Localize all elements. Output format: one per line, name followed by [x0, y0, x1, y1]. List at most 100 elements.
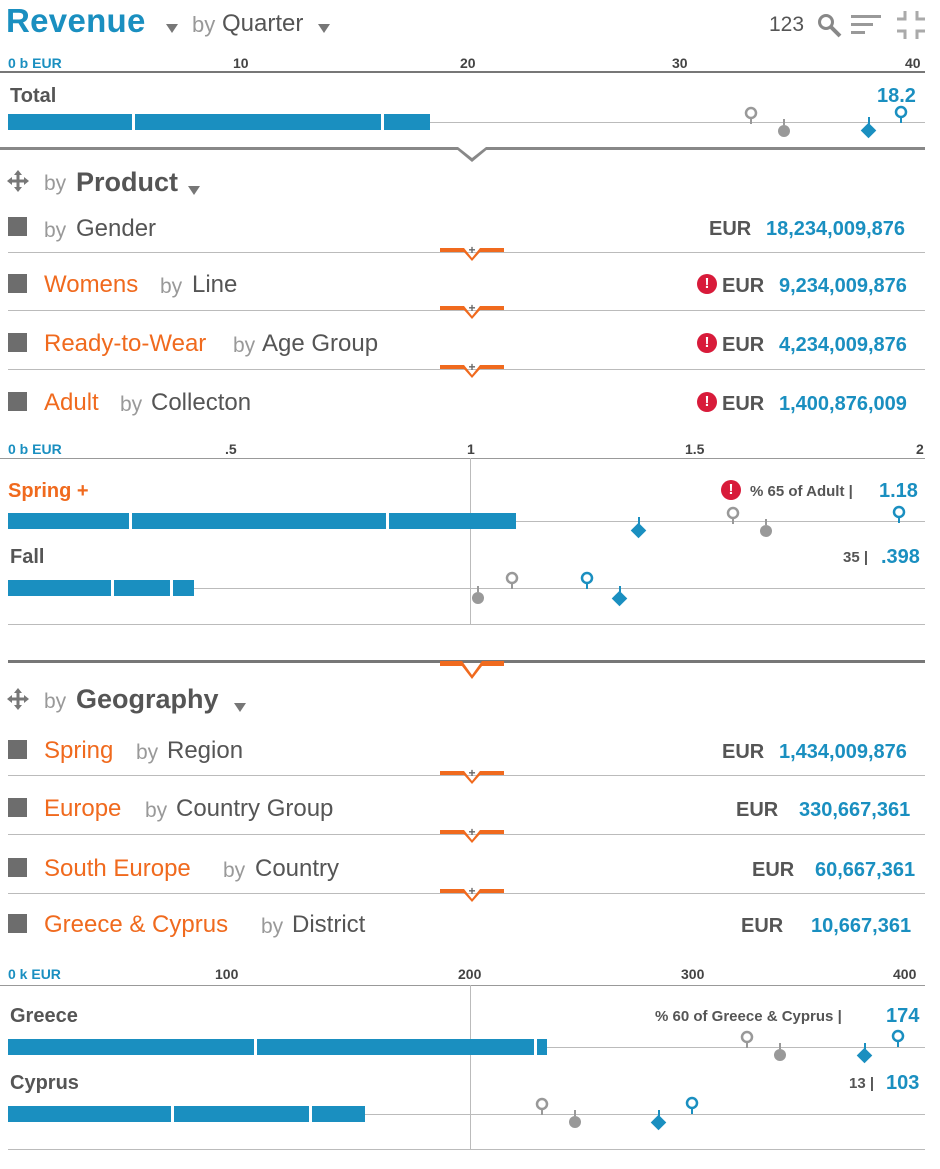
row-by-label: by	[145, 799, 168, 822]
plus-icon[interactable]: +	[440, 361, 504, 379]
item-value: 1.18	[879, 480, 918, 502]
bar-segment-divider	[170, 580, 173, 596]
item-value: 174	[886, 1005, 920, 1027]
target-marker	[894, 105, 908, 123]
row-dimension[interactable]: Country Group	[176, 795, 334, 822]
row-name[interactable]: South Europe	[44, 855, 191, 882]
bar-segment-divider	[132, 114, 135, 130]
row-dimension[interactable]: District	[292, 911, 366, 938]
move-arrows-icon[interactable]	[7, 170, 29, 192]
row-color-swatch	[8, 740, 27, 759]
total-markers	[744, 105, 908, 139]
row-by-label: by	[223, 859, 246, 882]
dimension-dropdown-caret[interactable]	[318, 20, 330, 38]
plus-icon[interactable]: +	[440, 885, 504, 903]
total-label: Total	[10, 85, 57, 107]
item-markers	[740, 1029, 905, 1064]
prior-actual-marker	[774, 1043, 786, 1061]
axis-tick-label: 300	[681, 966, 705, 982]
plus-icon[interactable]: +	[440, 767, 504, 785]
item-end-line	[8, 1149, 925, 1150]
collapse-icon[interactable]	[897, 11, 925, 39]
item-label[interactable]: Spring +	[8, 480, 89, 502]
plus-icon[interactable]: +	[440, 302, 504, 320]
plus-icon[interactable]: +	[440, 244, 504, 262]
page-title[interactable]: Revenue	[6, 2, 146, 39]
sort-lines-icon[interactable]	[851, 13, 883, 39]
axis-tick-label: .5	[225, 441, 237, 457]
target-marker	[892, 505, 906, 523]
title-dropdown-caret[interactable]	[166, 20, 178, 38]
axis-reference-line	[470, 458, 471, 624]
item-bar[interactable]	[8, 1039, 547, 1055]
row-value: 330,667,361	[799, 799, 911, 821]
row-name[interactable]: Adult	[44, 389, 99, 416]
item-label[interactable]: Fall	[10, 546, 45, 568]
bar-segment-divider	[129, 513, 132, 529]
bar-segment-divider	[111, 580, 114, 596]
total-bar[interactable]	[8, 114, 430, 130]
section-by-label: by	[44, 690, 67, 713]
bar-segment-divider	[309, 1106, 312, 1122]
total-value: 18.2	[877, 85, 916, 107]
row-name[interactable]: Greece & Cyprus	[44, 911, 229, 938]
axis-line	[0, 985, 925, 986]
bar-segment-divider	[254, 1039, 257, 1055]
item-bar[interactable]	[8, 580, 194, 596]
prior-actual-marker	[778, 119, 790, 137]
row-dimension[interactable]: Line	[192, 271, 238, 298]
row-value: 1,400,876,009	[779, 393, 907, 415]
magnifier-icon[interactable]	[817, 13, 843, 39]
item-value: 103	[886, 1072, 920, 1094]
axis-tick-label: 1	[467, 441, 475, 457]
row-name[interactable]: Europe	[44, 795, 122, 822]
chevron-down-icon[interactable]	[454, 147, 490, 165]
row-dimension[interactable]: Gender	[76, 215, 157, 242]
row-currency: EUR	[722, 275, 765, 297]
section-title-product[interactable]: Product	[76, 167, 179, 197]
exclamation-icon[interactable]: !	[697, 392, 717, 412]
forecast-marker	[611, 586, 628, 607]
exclamation-icon[interactable]: !	[697, 333, 717, 353]
item-value: .398	[881, 546, 920, 568]
number-format-toggle[interactable]: 123	[769, 13, 805, 36]
plus-icon[interactable]: +	[440, 826, 504, 844]
item-label[interactable]: Greece	[10, 1005, 78, 1027]
target-marker	[685, 1096, 699, 1114]
row-value: 9,234,009,876	[779, 275, 907, 297]
row-value: 4,234,009,876	[779, 334, 907, 356]
row-dimension[interactable]: Country	[255, 855, 340, 882]
row-dimension[interactable]: Region	[167, 737, 244, 764]
row-color-swatch	[8, 333, 27, 352]
section-title-geography[interactable]: Geography	[76, 684, 219, 714]
axis-tick-label: 100	[215, 966, 239, 982]
item-markers	[630, 505, 906, 539]
item-bar[interactable]	[8, 1106, 365, 1122]
product-dropdown-caret[interactable]	[188, 182, 200, 200]
row-by-label: by	[160, 275, 183, 298]
forecast-marker	[650, 1110, 667, 1131]
row-dimension[interactable]: Age Group	[262, 330, 379, 357]
axis-tick-label: 200	[458, 966, 482, 982]
exclamation-icon[interactable]: !	[721, 480, 741, 500]
item-bar[interactable]	[8, 513, 516, 529]
row-name[interactable]: Womens	[44, 271, 139, 298]
bar-segment-divider	[381, 114, 384, 130]
row-color-swatch	[8, 798, 27, 817]
geography-dropdown-caret[interactable]	[234, 699, 246, 717]
chevron-down-icon[interactable]	[440, 659, 504, 679]
row-name[interactable]: Spring	[44, 737, 114, 764]
row-color-swatch	[8, 274, 27, 293]
row-name[interactable]: Ready-to-Wear	[44, 330, 207, 357]
axis-line	[0, 458, 925, 459]
exclamation-icon[interactable]: !	[697, 274, 717, 294]
axis-tick-label: 40	[905, 55, 921, 71]
svg-text:+: +	[468, 885, 475, 898]
dimension-selector[interactable]: Quarter	[222, 10, 304, 37]
axis-unit-label: 0 k EUR	[8, 966, 61, 982]
item-label[interactable]: Cyprus	[10, 1072, 79, 1094]
row-currency: EUR	[741, 915, 784, 937]
row-dimension[interactable]: Collecton	[151, 389, 252, 416]
move-arrows-icon[interactable]	[7, 688, 29, 710]
axis-unit-label: 0 b EUR	[8, 441, 62, 457]
